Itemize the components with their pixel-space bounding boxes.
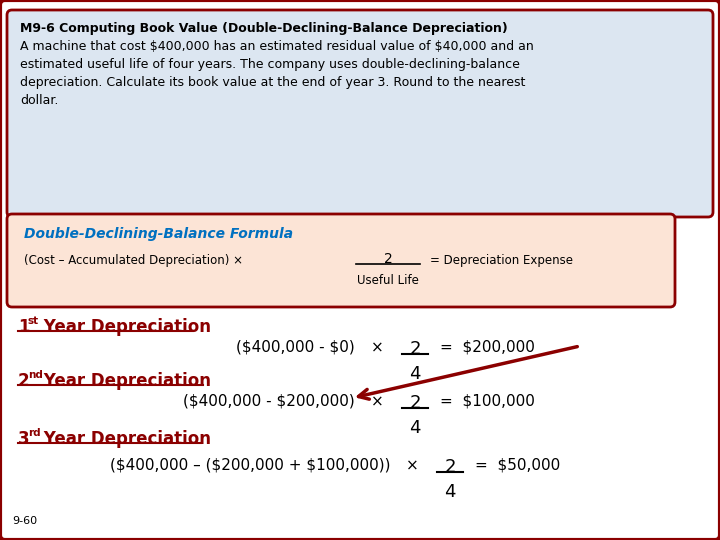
Text: (Cost – Accumulated Depreciation) ×: (Cost – Accumulated Depreciation) ×: [24, 254, 243, 267]
Text: Year Depreciation: Year Depreciation: [38, 372, 211, 390]
Text: 3: 3: [18, 430, 30, 448]
Text: 2: 2: [384, 252, 392, 266]
Text: A machine that cost $400,000 has an estimated residual value of $40,000 and an: A machine that cost $400,000 has an esti…: [20, 40, 534, 53]
Text: =  $50,000: = $50,000: [475, 458, 560, 473]
Text: dollar.: dollar.: [20, 94, 58, 107]
Text: ($400,000 - $0): ($400,000 - $0): [236, 340, 355, 355]
Text: 4: 4: [444, 483, 456, 501]
Text: 4: 4: [409, 365, 420, 383]
Text: 2: 2: [18, 372, 30, 390]
FancyArrowPatch shape: [359, 347, 577, 399]
Text: Year Depreciation: Year Depreciation: [38, 430, 211, 448]
Text: st: st: [28, 316, 39, 326]
Text: Year Depreciation: Year Depreciation: [38, 318, 211, 336]
FancyBboxPatch shape: [7, 214, 675, 307]
Text: 2: 2: [409, 394, 420, 412]
Text: ×: ×: [406, 458, 419, 473]
Text: =  $100,000: = $100,000: [440, 394, 535, 409]
Text: estimated useful life of four years. The company uses double-declining-balance: estimated useful life of four years. The…: [20, 58, 520, 71]
Text: 2: 2: [409, 340, 420, 358]
Text: Useful Life: Useful Life: [357, 274, 419, 287]
Text: 2: 2: [444, 458, 456, 476]
Text: nd: nd: [28, 370, 43, 380]
Text: ×: ×: [371, 394, 384, 409]
Text: ($400,000 - $200,000): ($400,000 - $200,000): [184, 394, 355, 409]
Text: = Depreciation Expense: = Depreciation Expense: [430, 254, 573, 267]
FancyBboxPatch shape: [7, 10, 713, 217]
Text: 9-60: 9-60: [12, 516, 37, 526]
Text: M9-6 Computing Book Value (Double-Declining-Balance Depreciation): M9-6 Computing Book Value (Double-Declin…: [20, 22, 508, 35]
Text: ×: ×: [371, 340, 384, 355]
Text: 4: 4: [409, 419, 420, 437]
Text: 1: 1: [18, 318, 30, 336]
Text: rd: rd: [28, 428, 40, 438]
Text: depreciation. Calculate its book value at the end of year 3. Round to the neares: depreciation. Calculate its book value a…: [20, 76, 526, 89]
Text: =  $200,000: = $200,000: [440, 340, 535, 355]
Text: Double-Declining-Balance Formula: Double-Declining-Balance Formula: [24, 227, 293, 241]
Text: ($400,000 – ($200,000 + $100,000)): ($400,000 – ($200,000 + $100,000)): [109, 458, 390, 473]
